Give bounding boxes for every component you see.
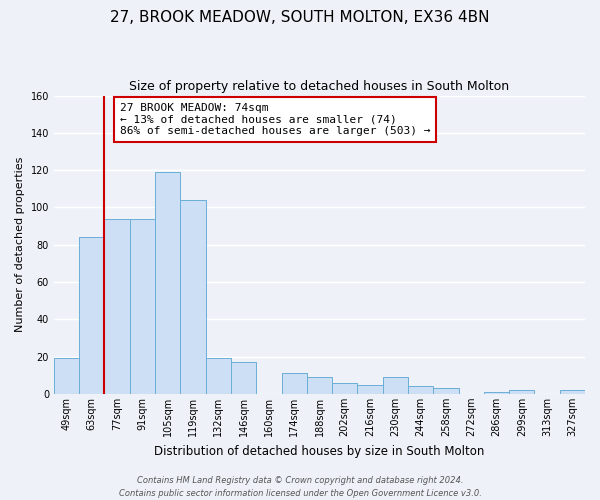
Bar	[54, 358, 79, 394]
X-axis label: Distribution of detached houses by size in South Molton: Distribution of detached houses by size …	[154, 444, 485, 458]
Bar	[281, 374, 307, 394]
Bar	[509, 390, 535, 394]
Text: 27, BROOK MEADOW, SOUTH MOLTON, EX36 4BN: 27, BROOK MEADOW, SOUTH MOLTON, EX36 4BN	[110, 10, 490, 25]
Title: Size of property relative to detached houses in South Molton: Size of property relative to detached ho…	[130, 80, 509, 93]
Text: 27 BROOK MEADOW: 74sqm
← 13% of detached houses are smaller (74)
86% of semi-det: 27 BROOK MEADOW: 74sqm ← 13% of detached…	[119, 103, 430, 136]
Bar	[332, 382, 358, 394]
Bar	[231, 362, 256, 394]
Bar	[408, 386, 433, 394]
Bar	[484, 392, 509, 394]
Bar	[307, 377, 332, 394]
Text: Contains HM Land Registry data © Crown copyright and database right 2024.
Contai: Contains HM Land Registry data © Crown c…	[119, 476, 481, 498]
Bar	[104, 218, 130, 394]
Bar	[181, 200, 206, 394]
Bar	[155, 172, 181, 394]
Y-axis label: Number of detached properties: Number of detached properties	[15, 157, 25, 332]
Bar	[560, 390, 585, 394]
Bar	[383, 377, 408, 394]
Bar	[433, 388, 458, 394]
Bar	[79, 238, 104, 394]
Bar	[358, 384, 383, 394]
Bar	[206, 358, 231, 394]
Bar	[130, 218, 155, 394]
